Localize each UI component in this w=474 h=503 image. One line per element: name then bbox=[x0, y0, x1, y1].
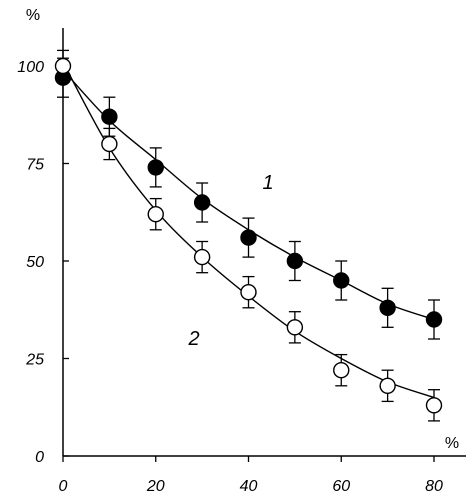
data-point-series-2 bbox=[193, 240, 211, 274]
data-point-series-2 bbox=[240, 275, 257, 309]
y-tick-label: 0 bbox=[35, 449, 44, 466]
data-point-series-1 bbox=[379, 287, 396, 328]
data-point-series-2 bbox=[286, 311, 304, 344]
open-marker bbox=[240, 284, 257, 301]
open-marker bbox=[101, 135, 118, 153]
filled-marker bbox=[286, 252, 304, 270]
open-marker bbox=[425, 397, 443, 414]
data-point-series-1 bbox=[240, 217, 257, 258]
open-marker bbox=[333, 362, 350, 379]
data-point-series-1 bbox=[101, 96, 118, 137]
data-point-series-1 bbox=[425, 299, 443, 340]
x-tick-label: 40 bbox=[240, 478, 258, 495]
data-point-series-1 bbox=[286, 240, 304, 282]
axes bbox=[62, 28, 466, 457]
series-1-label: 1 bbox=[262, 172, 273, 194]
data-point-series-2 bbox=[379, 369, 396, 403]
data-point-series-2 bbox=[333, 353, 350, 387]
data-point-series-2 bbox=[101, 127, 118, 161]
x-unit-label: % bbox=[445, 435, 459, 452]
y-tick-label: 100 bbox=[17, 59, 44, 76]
open-marker bbox=[286, 319, 304, 336]
x-tick-label: 60 bbox=[332, 478, 350, 495]
y-tick-label: 75 bbox=[26, 157, 44, 174]
data-point-series-2 bbox=[54, 49, 72, 83]
open-marker bbox=[379, 377, 396, 394]
filled-marker bbox=[193, 194, 211, 211]
x-tick-label: 80 bbox=[425, 478, 443, 495]
x-tick-label: 20 bbox=[146, 478, 165, 495]
y-unit-label: % bbox=[26, 7, 40, 24]
open-marker bbox=[54, 57, 72, 75]
data-point-series-1 bbox=[147, 147, 164, 188]
filled-marker bbox=[147, 159, 164, 176]
data-point-series-1 bbox=[193, 182, 211, 223]
open-marker bbox=[193, 248, 211, 266]
data-point-series-2 bbox=[147, 197, 164, 231]
ticks: 0 25 50 75 100 0 20 40 60 80 bbox=[17, 59, 443, 495]
y-tick-label: 25 bbox=[25, 352, 44, 369]
filled-marker bbox=[101, 108, 118, 125]
data-point-series-2 bbox=[425, 389, 443, 422]
filled-marker bbox=[240, 229, 257, 246]
filled-marker bbox=[379, 299, 396, 316]
open-marker bbox=[147, 205, 164, 223]
x-tick-label: 0 bbox=[59, 478, 68, 495]
data-point-series-1 bbox=[333, 260, 350, 301]
filled-marker bbox=[333, 272, 350, 289]
filled-marker bbox=[425, 311, 443, 328]
y-tick-label: 50 bbox=[26, 254, 44, 271]
series-2-label: 2 bbox=[187, 328, 199, 350]
data-points bbox=[54, 49, 443, 422]
